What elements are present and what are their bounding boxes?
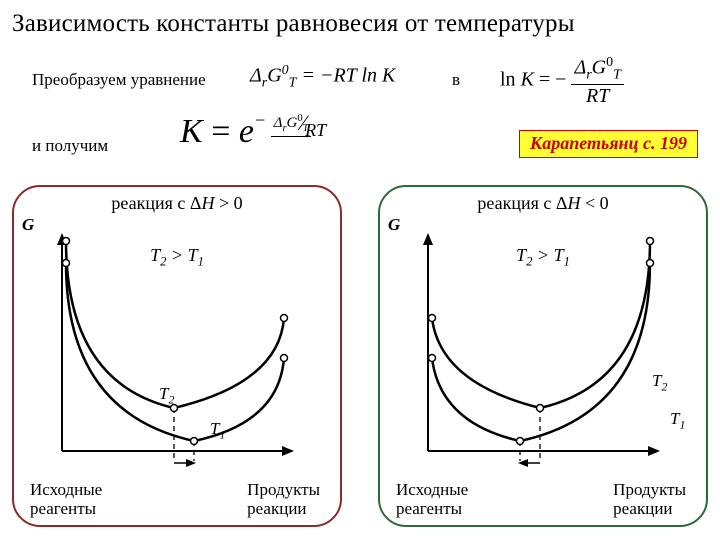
t2-curve-label-left: T2 <box>159 384 174 407</box>
chart-left <box>44 223 304 468</box>
t1-curve-label-left: T1 <box>210 419 225 442</box>
text-receive: и получим <box>32 136 108 156</box>
equation-row-2: и получим K = e− ΔrG0T ∕RT Карапетьянц с… <box>0 118 720 178</box>
panel-exothermic: реакция с ΔH < 0 G T2 > T1 T2 T1 Исходны… <box>378 185 708 527</box>
reagents-label-left: Исходныереагенты <box>30 480 102 519</box>
products-label-left: Продуктыреакции <box>247 480 320 519</box>
page-title: Зависимость константы равновесия от темп… <box>0 0 720 38</box>
t2-curve-label-right: T2 <box>652 371 667 394</box>
equation-1: ΔrG0T = −RT ln K <box>250 63 395 92</box>
t1-curve-label-right: T1 <box>670 409 685 432</box>
text-transform: Преобразуем уравнение <box>32 70 206 90</box>
text-v: в <box>452 70 460 90</box>
products-label-right: Продуктыреакции <box>613 480 686 519</box>
reagents-label-right: Исходныереагенты <box>396 480 468 519</box>
panels-row: реакция с ΔH > 0 G T2 > T1 T2 T1 Исходны… <box>12 185 708 533</box>
reference-box: Карапетьянц с. 199 <box>519 130 698 158</box>
g-axis-label-left: G <box>22 215 34 235</box>
reaction-label-right: реакция с ΔH < 0 <box>380 193 706 214</box>
reaction-label-left: реакция с ΔH > 0 <box>14 193 340 214</box>
equation-row-1: Преобразуем уравнение ΔrG0T = −RT ln K в… <box>0 58 720 108</box>
chart-right <box>410 223 670 468</box>
equation-3: K = e− ΔrG0T ∕RT <box>180 113 336 151</box>
panel-endothermic: реакция с ΔH > 0 G T2 > T1 T2 T1 Исходны… <box>12 185 342 527</box>
equation-2: ln K = − ΔrG0T RT <box>500 56 624 106</box>
g-axis-label-right: G <box>388 215 400 235</box>
